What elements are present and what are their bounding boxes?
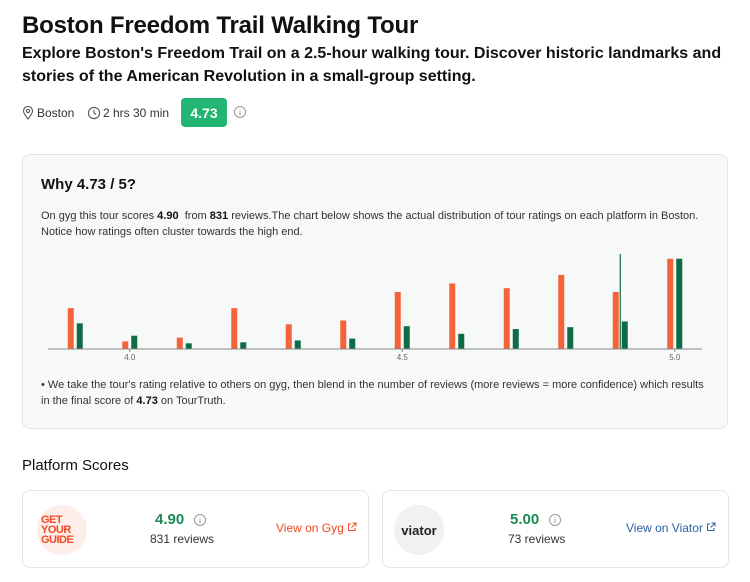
bar: [349, 338, 356, 349]
logo-text: viator: [401, 522, 437, 538]
platform-reviews: 73 reviews: [508, 532, 566, 546]
external-icon: [348, 522, 357, 531]
logo-text: YOUR: [41, 524, 71, 536]
x-tick-label: 4.0: [124, 353, 136, 362]
why-card: [22, 154, 728, 429]
note-text: • We take the tour's rating relative to …: [41, 377, 711, 409]
platform-link[interactable]: View on Gyg: [276, 521, 357, 535]
bar: [67, 308, 74, 349]
logo-text: GET: [41, 514, 63, 526]
bar: [340, 320, 347, 349]
bar: [76, 323, 83, 349]
section-title: Platform Scores: [22, 457, 129, 474]
bar: [403, 326, 410, 349]
platform-score: 5.00: [510, 511, 540, 528]
bar: [176, 337, 183, 349]
external-icon: [707, 522, 716, 531]
viator-logo: viator: [394, 505, 444, 555]
note-suffix: on TourTruth.: [160, 395, 226, 407]
bar: [122, 341, 129, 349]
x-tick-label: 4.5: [397, 353, 409, 362]
bar: [567, 327, 574, 349]
bar: [612, 292, 619, 349]
bar: [131, 335, 138, 349]
info-icon[interactable]: [233, 105, 247, 119]
bar: [449, 283, 456, 349]
bar: [394, 292, 401, 349]
intro-score: 4.90: [157, 210, 179, 222]
bar: [667, 258, 674, 349]
x-tick-label: 5.0: [669, 353, 681, 362]
score-badge: 4.73: [181, 98, 227, 127]
platform-card: [22, 490, 369, 568]
why-title: Why 4.73 / 5?: [41, 176, 137, 193]
link-text[interactable]: View on Viator: [626, 521, 703, 535]
platform-link[interactable]: View on Viator: [626, 521, 716, 535]
location-icon: [22, 106, 34, 120]
link-text[interactable]: View on Gyg: [276, 521, 344, 535]
bar: [512, 329, 519, 349]
subtitle: Explore Boston's Freedom Trail on a 2.5-…: [22, 45, 722, 85]
location: Boston: [37, 106, 75, 120]
bar: [294, 340, 301, 349]
bar: [458, 333, 465, 349]
intro-text: On gyg this tour scores 4.90 from 831 re…: [41, 208, 711, 240]
bar: [503, 288, 510, 349]
note-score: 4.73: [136, 395, 158, 407]
gyg-logo: GET YOUR GUIDE: [37, 505, 87, 555]
bar: [240, 342, 247, 349]
intro-rest: reviews.The chart below shows the actual…: [41, 210, 699, 238]
logo-text: GUIDE: [41, 534, 74, 546]
info-icon[interactable]: [193, 513, 207, 527]
intro-middle: from: [184, 210, 207, 222]
platform-reviews: 831 reviews: [150, 532, 215, 546]
bar: [285, 324, 292, 349]
bar: [558, 274, 565, 349]
bar: [185, 343, 192, 349]
rating-chart: 4.0 4.5 5.0: [48, 254, 702, 362]
info-icon[interactable]: [548, 513, 562, 527]
note-prefix: • We take the tour's rating relative to …: [41, 379, 704, 407]
intro-count: 831: [209, 210, 229, 222]
bar: [621, 321, 628, 349]
clock-icon: [87, 106, 101, 120]
title: Boston Freedom Trail Walking Tour: [22, 12, 419, 39]
platform-score: 4.90: [155, 511, 185, 528]
duration: 2 hrs 30 min: [103, 106, 170, 120]
bar: [676, 258, 683, 349]
bar: [231, 308, 238, 349]
intro-prefix: On gyg this tour scores: [41, 210, 155, 222]
